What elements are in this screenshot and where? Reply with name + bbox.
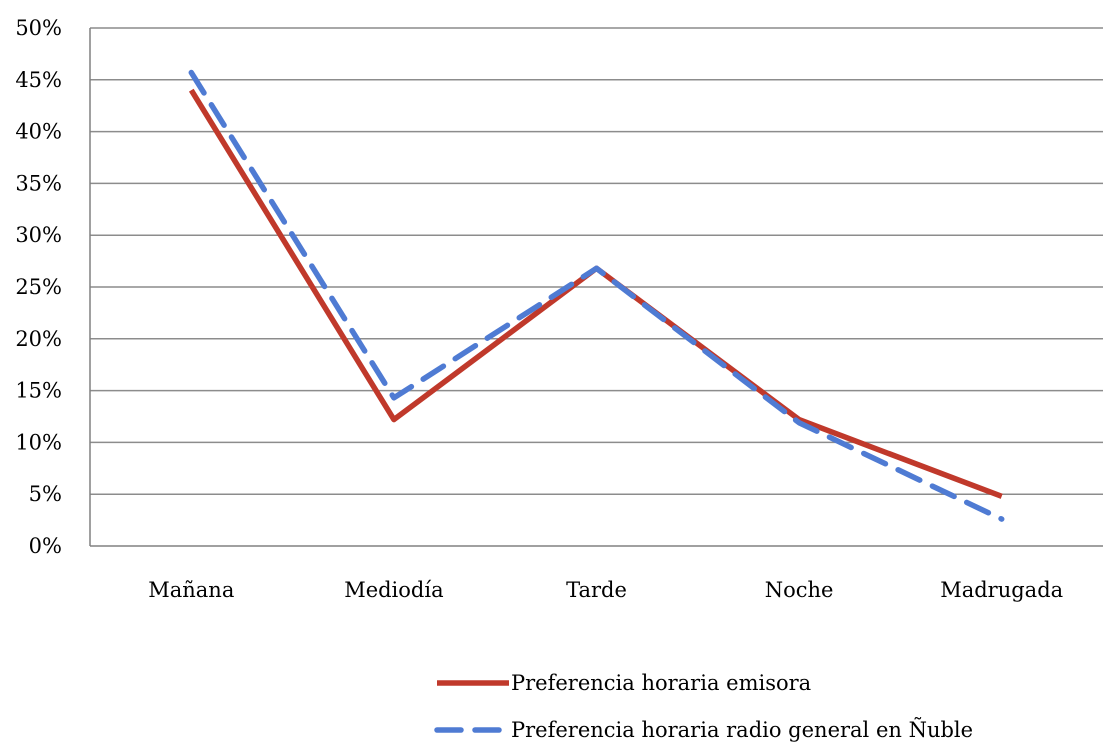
y-tick-label: 0% [29, 534, 62, 558]
x-tick-label: Mediodía [344, 578, 443, 602]
axes [89, 28, 1103, 547]
y-tick-label: 30% [15, 223, 62, 247]
x-tick-labels: Mañana Mediodía Tarde Noche Madrugada [148, 578, 1063, 602]
y-tick-label: 45% [15, 68, 62, 92]
x-tick-label: Tarde [566, 578, 627, 602]
series-lines [188, 69, 1005, 522]
y-tick-label: 10% [15, 430, 62, 454]
y-tick-label: 40% [15, 120, 62, 144]
x-tick-label: Noche [765, 578, 834, 602]
legend-label-emisora: Preferencia horaria emisora [511, 671, 811, 695]
series-line-0 [188, 88, 1003, 499]
y-tick-label: 50% [15, 16, 62, 40]
y-tick-label: 25% [15, 275, 62, 299]
y-tick-label: 35% [15, 171, 62, 195]
y-tick-label: 15% [15, 379, 62, 403]
gridlines [90, 27, 1103, 495]
y-tick-labels: 0% 5% 10% 15% 20% 25% 30% 35% 40% 45% 50% [15, 16, 62, 558]
y-tick-label: 5% [29, 482, 62, 506]
x-tick-label: Madrugada [940, 578, 1063, 602]
legend-label-radio-general: Preferencia horaria radio general en Ñub… [511, 718, 973, 742]
x-tick-label: Mañana [148, 578, 234, 602]
legend: Preferencia horaria emisora Preferencia … [434, 671, 973, 742]
y-tick-label: 20% [15, 327, 62, 351]
